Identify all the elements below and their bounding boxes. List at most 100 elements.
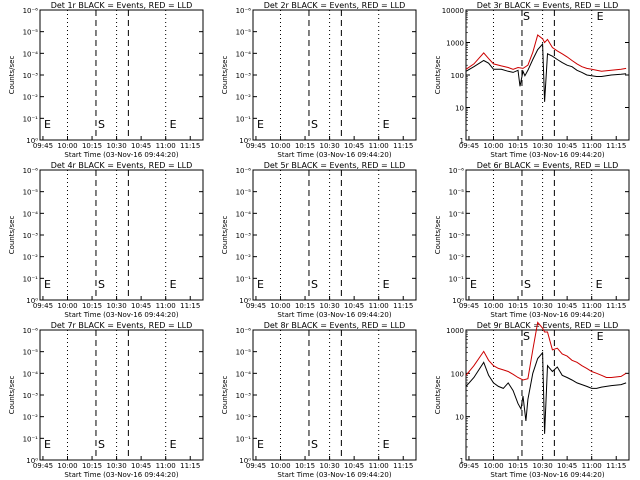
y-tick-label: 10⁻⁵: [236, 29, 252, 37]
chart-title: Det 8r BLACK = Events, RED = LLD: [264, 321, 406, 330]
y-tick-label: 10⁻⁶: [23, 167, 39, 175]
x-tick-label: 10:15: [295, 142, 315, 150]
y-tick-label: 10⁰: [26, 137, 38, 145]
x-tick-label: 10:00: [270, 462, 290, 470]
x-tick-label: 10:30: [532, 142, 552, 150]
y-tick-label: 10⁻¹: [236, 435, 252, 443]
y-tick-label: 10⁻²: [23, 414, 39, 422]
y-tick-label: 10⁻⁴: [23, 210, 39, 218]
y-tick-label: 10⁻³: [236, 392, 252, 400]
x-tick-label: 09:45: [33, 462, 53, 470]
start-marker-label: S: [524, 278, 531, 291]
y-tick-label: 10⁰: [452, 297, 464, 305]
chart-title: Det 4r BLACK = Events, RED = LLD: [51, 161, 193, 170]
x-tick-label: 10:45: [344, 302, 364, 310]
x-tick-label: 11:15: [606, 302, 626, 310]
x-tick-label: 11:00: [369, 142, 389, 150]
y-tick-label: 10⁻¹: [236, 115, 252, 123]
x-axis-label: Start Time (03-Nov-16 09:44:20): [490, 311, 604, 319]
x-tick-label: 11:15: [180, 142, 200, 150]
x-tick-label: 10:45: [557, 462, 577, 470]
x-tick-label: 10:00: [270, 302, 290, 310]
x-tick-label: 10:15: [82, 302, 102, 310]
y-tick-label: 10: [455, 105, 464, 113]
x-tick-label: 11:15: [180, 462, 200, 470]
x-tick-label: 10:45: [131, 302, 151, 310]
detector-panel-9: Det 9r BLACK = Events, RED = LLD 1 10 100 10…: [426, 320, 639, 480]
chart-title: Det 6r BLACK = Events, RED = LLD: [477, 161, 619, 170]
chart-title: Det 1r BLACK = Events, RED = LLD: [51, 1, 193, 10]
x-tick-label: 11:15: [606, 462, 626, 470]
y-tick-label: 10⁻²: [449, 254, 465, 262]
x-tick-label: 10:30: [319, 462, 339, 470]
x-tick-label: 11:15: [606, 142, 626, 150]
y-tick-label: 10⁻¹: [23, 275, 39, 283]
x-axis-label: Start Time (03-Nov-16 09:44:20): [64, 311, 178, 319]
plot-frame: [465, 169, 630, 301]
start-marker-label: S: [311, 278, 318, 291]
y-tick-label: 10⁻⁵: [23, 189, 39, 197]
plot-frame: [39, 9, 204, 141]
y-tick-label: 10: [455, 414, 464, 422]
x-tick-label: 10:45: [131, 142, 151, 150]
x-tick-label: 10:30: [106, 462, 126, 470]
y-tick-label: 10⁻⁶: [236, 327, 252, 335]
x-tick-label: 09:45: [459, 302, 479, 310]
y-axis-label: Counts/sec: [221, 216, 229, 255]
y-tick-label: 1000: [446, 40, 464, 48]
y-tick-label: 10⁻⁵: [23, 349, 39, 357]
start-marker-label: S: [98, 278, 105, 291]
detector-panel-8: Det 8r BLACK = Events, RED = LLD 10⁰ 10⁻¹ 1…: [213, 320, 426, 480]
chart-svg: Det 1r BLACK = Events, RED = LLD 10⁰ 10⁻¹ 1…: [8, 1, 204, 159]
end-marker-label: E: [44, 278, 51, 291]
y-tick-label: 10⁻³: [236, 232, 252, 240]
x-tick-label: 11:00: [582, 142, 602, 150]
x-tick-label: 10:00: [483, 302, 503, 310]
end-marker-label: E: [44, 118, 51, 131]
detector-panel-2: Det 2r BLACK = Events, RED = LLD 10⁰ 10⁻¹ 1…: [213, 0, 426, 160]
chart-title: Det 2r BLACK = Events, RED = LLD: [264, 1, 406, 10]
x-tick-label: 11:15: [393, 302, 413, 310]
x-tick-label: 11:00: [156, 462, 176, 470]
y-tick-label: 10⁻²: [236, 414, 252, 422]
y-tick-label: 10⁰: [26, 457, 38, 465]
y-tick-label: 10⁻⁴: [236, 210, 252, 218]
plot-frame: [465, 329, 630, 461]
end-marker-label: E: [257, 118, 264, 131]
x-tick-label: 10:00: [57, 142, 77, 150]
y-tick-label: 10⁻³: [23, 232, 39, 240]
detector-panel-5: Det 5r BLACK = Events, RED = LLD 10⁰ 10⁻¹ 1…: [213, 160, 426, 320]
chart-svg: Det 9r BLACK = Events, RED = LLD 1 10 100 10…: [434, 321, 630, 479]
y-axis-label: Counts/sec: [221, 56, 229, 95]
x-tick-label: 10:15: [82, 142, 102, 150]
y-tick-label: 10⁻²: [23, 254, 39, 262]
y-tick-label: 10⁻⁶: [23, 327, 39, 335]
x-tick-label: 09:45: [459, 142, 479, 150]
plot-frame: [252, 169, 417, 301]
x-tick-label: 10:30: [106, 142, 126, 150]
x-tick-label: 09:45: [246, 462, 266, 470]
x-tick-label: 10:45: [131, 462, 151, 470]
chart-svg: Det 5r BLACK = Events, RED = LLD 10⁰ 10⁻¹ 1…: [221, 161, 417, 319]
x-tick-label: 10:15: [82, 462, 102, 470]
y-tick-label: 1000: [446, 327, 464, 335]
x-tick-label: 10:15: [295, 302, 315, 310]
plot-frame: [39, 169, 204, 301]
x-tick-label: 11:00: [582, 462, 602, 470]
start-marker-label: S: [98, 438, 105, 451]
chart-svg: Det 4r BLACK = Events, RED = LLD 10⁰ 10⁻¹ 1…: [8, 161, 204, 319]
x-tick-label: 10:00: [57, 302, 77, 310]
detector-panel-6: Det 6r BLACK = Events, RED = LLD 10⁰ 10⁻¹ 1…: [426, 160, 639, 320]
chart-title: Det 3r BLACK = Events, RED = LLD: [477, 1, 619, 10]
y-tick-label: 10⁻⁵: [23, 29, 39, 37]
start-marker-label: S: [523, 10, 530, 23]
x-tick-label: 10:00: [483, 462, 503, 470]
y-tick-label: 1: [460, 457, 464, 465]
events-series-line: [465, 42, 627, 102]
y-tick-label: 10⁻⁵: [236, 189, 252, 197]
plot-frame: [465, 9, 630, 141]
y-tick-label: 10⁻³: [236, 72, 252, 80]
y-tick-label: 10⁻⁶: [236, 7, 252, 15]
x-tick-label: 10:30: [532, 302, 552, 310]
